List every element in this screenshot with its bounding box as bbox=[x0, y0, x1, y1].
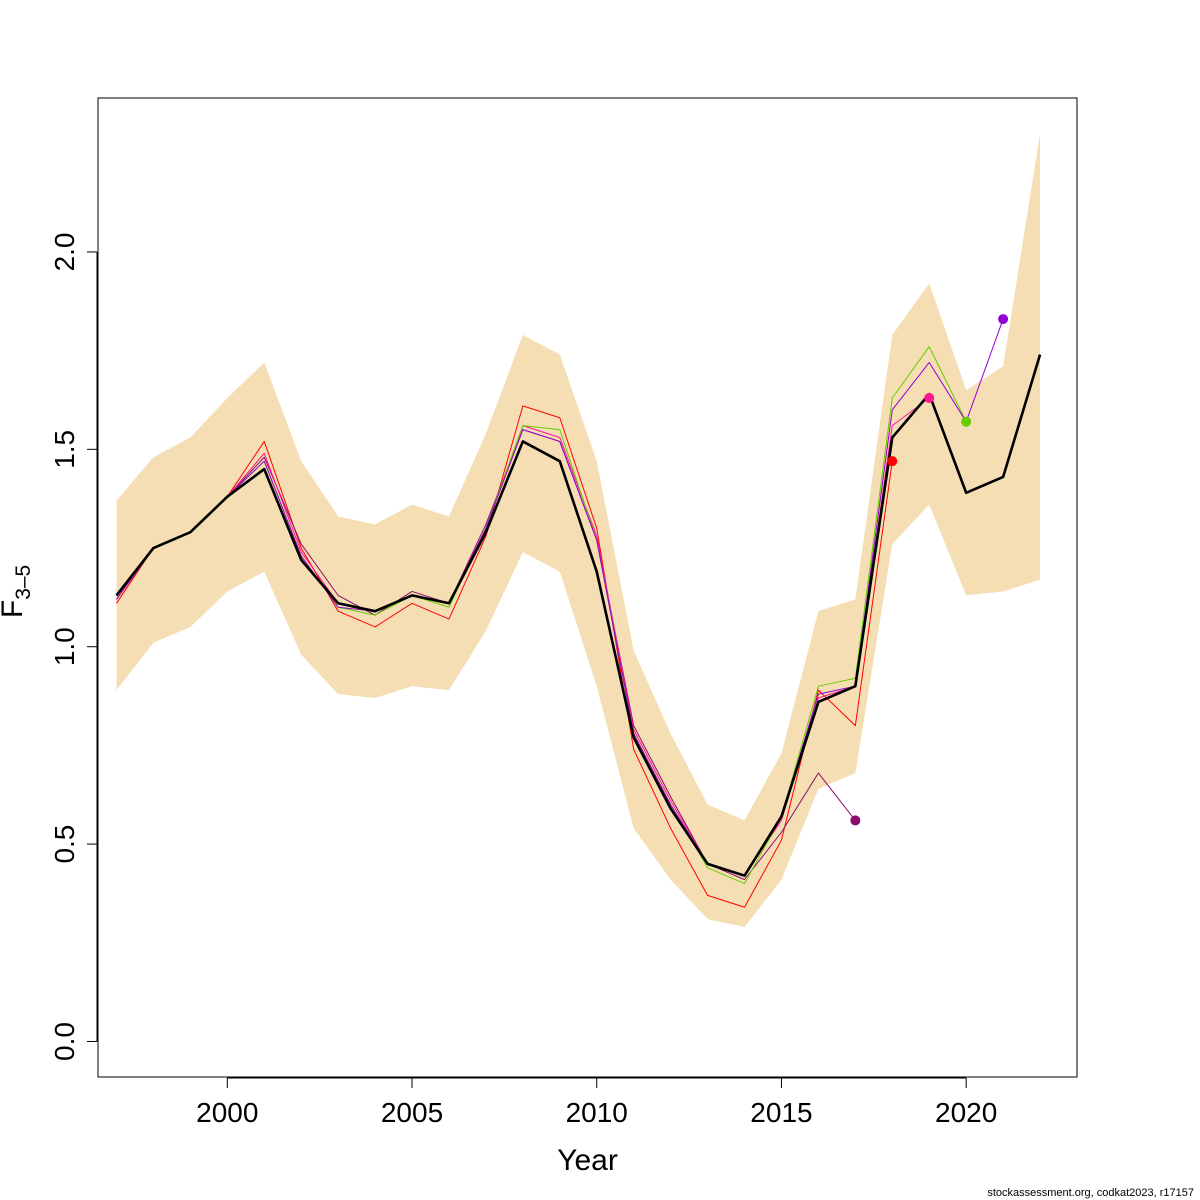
y-axis-title-main: F bbox=[0, 600, 29, 618]
endpoint-marker-0 bbox=[850, 815, 861, 826]
series-layer bbox=[115, 318, 1042, 908]
x-axis-title: Year bbox=[557, 1144, 618, 1177]
confidence-band-layer bbox=[116, 133, 1041, 927]
endpoint-marker-2 bbox=[924, 393, 935, 404]
y-tick-label: 0.0 bbox=[49, 1022, 80, 1061]
endpoint-marker-4 bbox=[998, 314, 1009, 325]
y-tick-label: 1.0 bbox=[49, 627, 80, 666]
y-tick-label: 1.5 bbox=[49, 430, 80, 469]
x-axis: 2000 2005 2010 2015 2020 bbox=[196, 1077, 997, 1128]
endpoint-marker-3 bbox=[961, 416, 972, 427]
series-line-0 bbox=[115, 354, 1042, 877]
x-tick-label: 2010 bbox=[566, 1097, 628, 1128]
endpoint-markers-layer bbox=[850, 314, 1009, 826]
y-axis-title-subscript: 3–5 bbox=[12, 565, 35, 600]
y-tick-label: 0.5 bbox=[49, 825, 80, 864]
x-tick-label: 2005 bbox=[381, 1097, 443, 1128]
y-tick-label: 2.0 bbox=[49, 232, 80, 271]
plot-frame bbox=[97, 97, 1078, 1078]
x-tick-label: 2020 bbox=[935, 1097, 997, 1128]
y-axis: 0.0 0.5 1.0 1.5 2.0 bbox=[49, 232, 98, 1061]
y-axis-title: F3–5 bbox=[0, 565, 35, 618]
series-line-2 bbox=[116, 429, 856, 881]
x-tick-label: 2015 bbox=[750, 1097, 812, 1128]
credit-text: stockassessment.org, codkat2023, r17157 bbox=[987, 1187, 1194, 1199]
x-tick-label: 2000 bbox=[196, 1097, 258, 1128]
endpoint-marker-1 bbox=[887, 456, 898, 467]
confidence-band bbox=[116, 133, 1041, 927]
series-line-1 bbox=[116, 405, 893, 908]
